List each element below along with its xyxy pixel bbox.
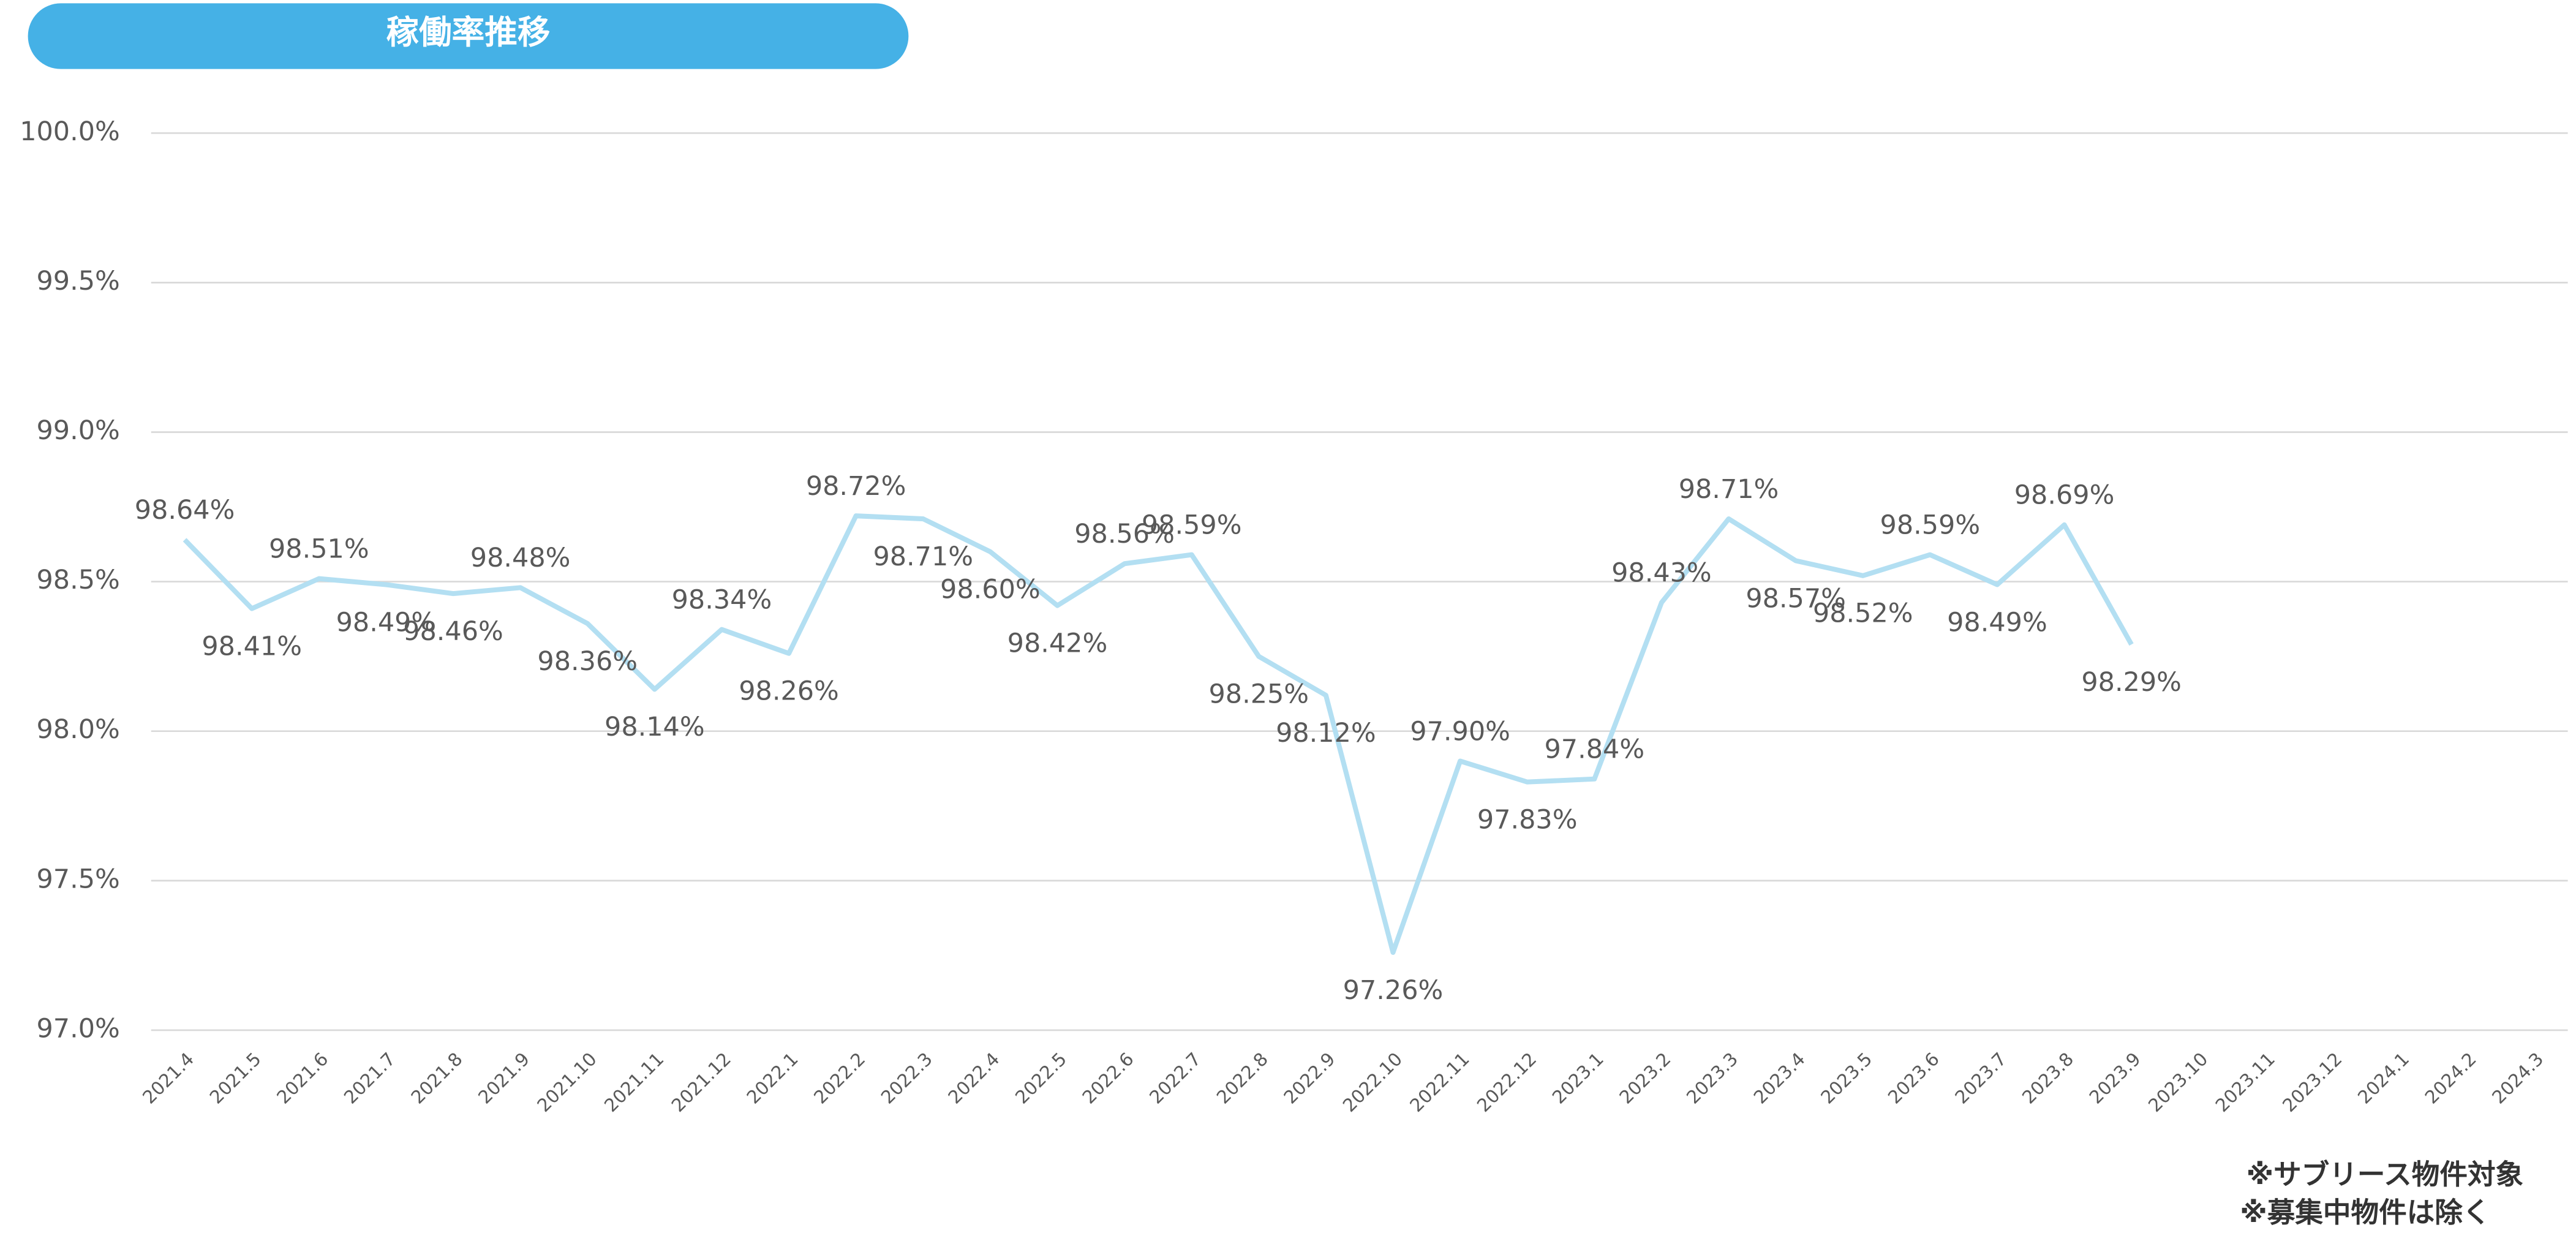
x-tick-label: 2021.6 (273, 1049, 332, 1108)
x-tick-label: 2021.5 (206, 1049, 265, 1108)
data-label: 98.51% (269, 534, 369, 565)
y-tick-label: 97.5% (37, 864, 120, 894)
x-tick-label: 2022.11 (1406, 1049, 1473, 1116)
x-tick-label: 2022.9 (1280, 1049, 1339, 1108)
data-label: 98.48% (470, 543, 571, 573)
data-label: 98.42% (1007, 628, 1108, 659)
data-label: 98.69% (2014, 480, 2115, 511)
note: ※募集中物件は除く (2240, 1196, 2490, 1229)
data-label: 98.59% (1880, 510, 1981, 541)
y-tick-label: 98.5% (37, 565, 120, 595)
x-tick-label: 2022.1 (743, 1049, 802, 1108)
x-tick-label: 2022.2 (810, 1049, 869, 1108)
data-label: 98.41% (201, 631, 302, 662)
data-label: 98.64% (135, 495, 235, 526)
data-label: 98.36% (537, 646, 638, 677)
data-label: 98.57% (1746, 583, 1846, 614)
x-tick-label: 2021.4 (138, 1049, 198, 1108)
x-tick-label: 2021.7 (340, 1049, 399, 1108)
x-tick-label: 2021.9 (474, 1049, 533, 1108)
x-tick-label: 2023.12 (2278, 1049, 2346, 1116)
data-label: 98.46% (403, 616, 503, 647)
x-tick-label: 2021.11 (600, 1049, 668, 1116)
data-label: 98.71% (873, 541, 973, 572)
x-tick-label: 2022.5 (1011, 1049, 1071, 1108)
x-tick-label: 2022.12 (1473, 1049, 1540, 1116)
y-tick-label: 99.5% (37, 266, 120, 296)
x-tick-label: 2022.6 (1079, 1049, 1138, 1108)
x-tick-label: 2023.10 (2144, 1049, 2212, 1116)
x-tick-label: 2023.11 (2212, 1049, 2279, 1116)
data-label: 98.34% (672, 585, 772, 616)
y-tick-label: 97.0% (37, 1013, 120, 1044)
data-label: 98.59% (1142, 510, 1242, 541)
data-label: 98.25% (1208, 679, 1309, 710)
x-tick-label: 2023.5 (1817, 1049, 1876, 1108)
data-label: 97.26% (1343, 975, 1444, 1006)
data-label: 98.12% (1276, 718, 1376, 749)
x-tick-label: 2023.3 (1682, 1049, 1742, 1108)
x-tick-label: 2023.9 (2085, 1049, 2145, 1108)
data-label: 97.90% (1410, 716, 1510, 747)
data-label: 98.43% (1611, 558, 1712, 589)
x-tick-label: 2023.1 (1548, 1049, 1608, 1108)
y-tick-label: 99.0% (37, 415, 120, 446)
data-label: 97.84% (1544, 734, 1644, 765)
chart-title: 稼働率推移 (386, 13, 550, 51)
x-tick-label: 2023.2 (1616, 1049, 1675, 1108)
note: ※サブリース物件対象 (2246, 1158, 2523, 1191)
data-label: 98.56% (1074, 519, 1175, 549)
data-label: 98.60% (940, 575, 1041, 605)
data-label: 98.29% (2081, 667, 2182, 698)
data-label: 98.49% (336, 607, 437, 638)
data-label: 97.83% (1477, 805, 1578, 835)
data-label: 98.52% (1813, 598, 1913, 629)
x-tick-label: 2022.4 (944, 1049, 1004, 1108)
x-tick-label: 2021.10 (533, 1049, 601, 1116)
data-label: 98.71% (1679, 474, 1779, 505)
x-tick-label: 2023.7 (1951, 1049, 2011, 1108)
data-label: 98.14% (604, 712, 705, 742)
x-tick-label: 2023.4 (1750, 1049, 1809, 1108)
x-tick-label: 2022.10 (1339, 1049, 1406, 1116)
line-series (183, 513, 2134, 955)
x-tick-label: 2024.3 (2488, 1049, 2547, 1108)
x-tick-label: 2022.8 (1213, 1049, 1272, 1108)
x-tick-label: 2024.1 (2354, 1049, 2413, 1108)
x-tick-label: 2022.3 (877, 1049, 936, 1108)
title-pill (28, 3, 909, 69)
x-tick-label: 2023.6 (1884, 1049, 1943, 1108)
y-tick-label: 100.0% (20, 116, 120, 147)
x-tick-label: 2021.12 (668, 1049, 735, 1116)
data-label: 98.26% (739, 676, 839, 707)
data-label: 98.72% (806, 471, 906, 502)
x-tick-label: 2023.8 (2018, 1049, 2077, 1108)
data-label: 98.49% (1947, 607, 2047, 638)
x-tick-label: 2021.8 (407, 1049, 467, 1108)
x-tick-label: 2024.2 (2421, 1049, 2480, 1108)
x-tick-label: 2022.7 (1145, 1049, 1205, 1108)
y-tick-label: 98.0% (37, 714, 120, 745)
